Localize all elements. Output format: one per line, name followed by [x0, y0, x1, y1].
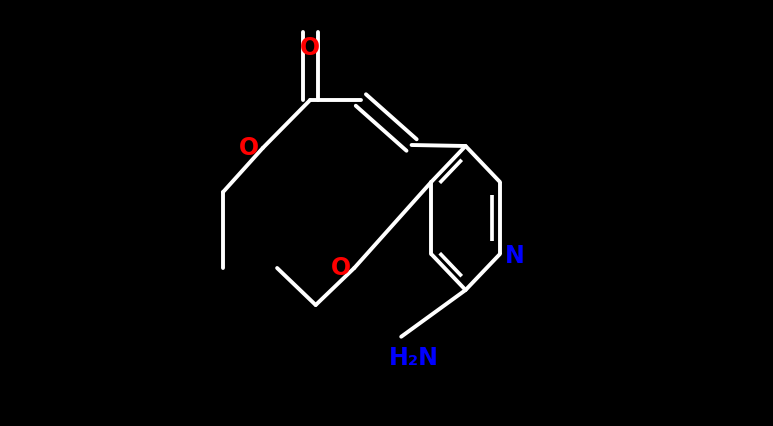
Text: O: O [331, 256, 351, 280]
Text: O: O [300, 36, 320, 60]
Text: H₂N: H₂N [388, 346, 438, 370]
Text: N: N [505, 244, 525, 268]
Text: O: O [240, 136, 260, 160]
